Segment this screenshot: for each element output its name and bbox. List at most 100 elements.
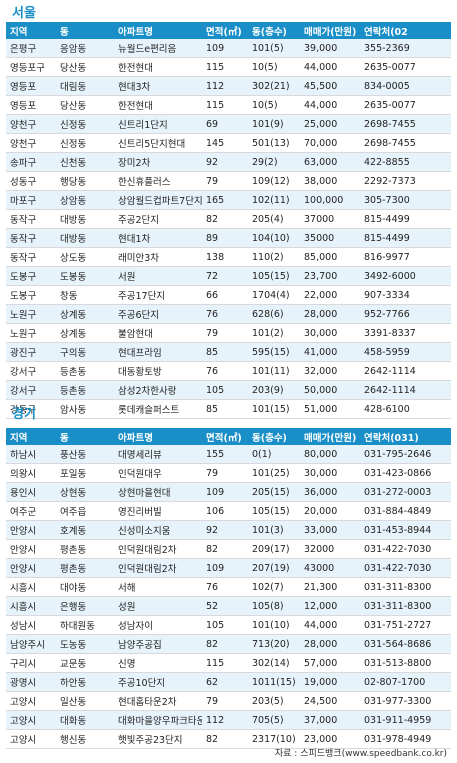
table-cell: 305-7300 <box>360 190 451 210</box>
seoul-table-header: 지역 동 아파트명 면적(㎡) 동(층수) 매매가(만원) 연락처(02 <box>6 22 451 39</box>
table-cell: 109(12) <box>248 171 300 191</box>
table-cell: 장미2차 <box>114 152 202 172</box>
table-cell: 101(10) <box>248 615 300 635</box>
table-cell: 102(7) <box>248 577 300 597</box>
table-cell: 대동황토방 <box>114 361 202 381</box>
table-cell: 암사동 <box>56 399 114 419</box>
table-cell: 도봉동 <box>56 266 114 286</box>
table-row: 고양시 대화동 대화마을양우파크타운 112 705(5) 37,000 031-911-4… <box>6 710 451 730</box>
table-cell: 82 <box>202 539 248 559</box>
table-cell: 155 <box>202 445 248 464</box>
table-cell: 109 <box>202 39 248 58</box>
table-cell: 031-751-2727 <box>360 615 451 635</box>
seoul-table: 지역 동 아파트명 면적(㎡) 동(층수) 매매가(만원) 연락처(02 은평구 응암동 뉴월드… <box>6 22 451 419</box>
table-cell: 19,000 <box>300 672 360 692</box>
table-cell: 구리시 <box>6 653 56 673</box>
table-cell: 롯데캐슬퍼스트 <box>114 399 202 419</box>
table-row: 도봉구 창동 주공17단지 66 1704(4) 22,000 907-3334 <box>6 285 451 305</box>
table-cell: 422-8855 <box>360 152 451 172</box>
table-cell: 72 <box>202 266 248 286</box>
table-row: 광진구 구의동 현대프라임 85 595(15) 41,000 458-5959 <box>6 342 451 362</box>
table-cell: 92 <box>202 520 248 540</box>
table-cell: 성남자이 <box>114 615 202 635</box>
table-row: 강서구 등촌동 삼성2차한사랑 105 203(9) 50,000 2642-1114 <box>6 380 451 400</box>
table-cell: 현대1차 <box>114 228 202 248</box>
table-cell: 2635-0077 <box>360 95 451 115</box>
table-cell: 시흥시 <box>6 596 56 616</box>
table-row: 고양시 행신동 햇빛주공23단지 82 2317(10) 23,000 031-978-49… <box>6 729 451 749</box>
table-row: 성동구 행당동 한신휴플러스 79 109(12) 38,000 2292-7373 <box>6 171 451 191</box>
table-cell: 76 <box>202 577 248 597</box>
table-row: 안양시 평촌동 인덕원대림2차 82 209(17) 32000 031-422-7030 <box>6 539 451 559</box>
table-cell: 평촌동 <box>56 558 114 578</box>
table-cell: 25,000 <box>300 114 360 134</box>
table-cell: 1704(4) <box>248 285 300 305</box>
table-cell: 031-272-0003 <box>360 482 451 502</box>
table-row: 노원구 상계동 불암현대 79 101(2) 30,000 3391-8337 <box>6 323 451 343</box>
table-row: 고양시 일산동 현대홈타운2차 79 203(5) 24,500 031-977-3300 <box>6 691 451 711</box>
table-cell: 428-6100 <box>360 399 451 419</box>
table-cell: 현대홈타운2차 <box>114 691 202 711</box>
table-cell: 203(9) <box>248 380 300 400</box>
table-row: 의왕시 포일동 인덕원대우 79 101(25) 30,000 031-423-0866 <box>6 463 451 483</box>
table-cell: 22,000 <box>300 285 360 305</box>
table-cell: 106 <box>202 501 248 521</box>
table-cell: 28,000 <box>300 304 360 324</box>
table-cell: 3391-8337 <box>360 323 451 343</box>
table-cell: 36,000 <box>300 482 360 502</box>
table-cell: 성남시 <box>6 615 56 635</box>
table-row: 영등포구 당산동 한전현대 115 10(5) 44,000 2635-0077 <box>6 57 451 77</box>
table-cell: 50,000 <box>300 380 360 400</box>
table-cell: 816-9977 <box>360 247 451 267</box>
table-cell: 영등포 <box>6 76 56 96</box>
table-cell: 32,000 <box>300 361 360 381</box>
table-row: 강서구 등촌동 대동황토방 76 101(11) 32,000 2642-1114 <box>6 361 451 381</box>
table-cell: 595(15) <box>248 342 300 362</box>
table-cell: 207(19) <box>248 558 300 578</box>
table-cell: 2635-0077 <box>360 57 451 77</box>
table-cell: 2642-1114 <box>360 380 451 400</box>
table-cell: 영진리버빌 <box>114 501 202 521</box>
table-cell: 031-422-7030 <box>360 558 451 578</box>
table-cell: 호계동 <box>56 520 114 540</box>
table-cell: 남양주시 <box>6 634 56 654</box>
table-cell: 115 <box>202 653 248 673</box>
table-cell: 서해 <box>114 577 202 597</box>
table-cell: 85 <box>202 399 248 419</box>
column-header: 연락처(031) <box>360 428 451 445</box>
table-cell: 82 <box>202 634 248 654</box>
table-cell: 62 <box>202 672 248 692</box>
table-cell: 101(5) <box>248 39 300 58</box>
gyeonggi-table-body: 하남시 풍산동 대명세리뷰 155 0(1) 80,000 031-795-2646 의왕시 포… <box>6 445 451 749</box>
table-cell: 주공6단지 <box>114 304 202 324</box>
table-cell: 109 <box>202 482 248 502</box>
table-cell: 29(2) <box>248 152 300 172</box>
table-cell: 43000 <box>300 558 360 578</box>
table-cell: 031-911-4959 <box>360 710 451 730</box>
table-cell: 인덕원대림2차 <box>114 539 202 559</box>
table-cell: 209(17) <box>248 539 300 559</box>
table-cell: 205(15) <box>248 482 300 502</box>
table-cell: 현대3차 <box>114 76 202 96</box>
table-cell: 41,000 <box>300 342 360 362</box>
table-cell: 광진구 <box>6 342 56 362</box>
table-cell: 송파구 <box>6 152 56 172</box>
table-cell: 031-422-7030 <box>360 539 451 559</box>
table-cell: 상도동 <box>56 247 114 267</box>
table-cell: 광명시 <box>6 672 56 692</box>
column-header: 동 <box>56 22 114 39</box>
table-cell: 101(3) <box>248 520 300 540</box>
table-cell: 145 <box>202 133 248 153</box>
table-row: 남양주시 도농동 남양주공집 82 713(20) 28,000 031-564-8686 <box>6 634 451 654</box>
table-row: 양천구 신정동 신트리1단지 69 101(9) 25,000 2698-7455 <box>6 114 451 134</box>
table-cell: 80,000 <box>300 445 360 464</box>
table-cell: 하남시 <box>6 445 56 464</box>
table-cell: 은행동 <box>56 596 114 616</box>
table-cell: 은평구 <box>6 39 56 58</box>
table-row: 영등포 당산동 한전현대 115 10(5) 44,000 2635-0077 <box>6 95 451 115</box>
table-cell: 79 <box>202 691 248 711</box>
table-cell: 영등포구 <box>6 57 56 77</box>
table-cell: 51,000 <box>300 399 360 419</box>
table-cell: 1011(15) <box>248 672 300 692</box>
table-cell: 112 <box>202 76 248 96</box>
